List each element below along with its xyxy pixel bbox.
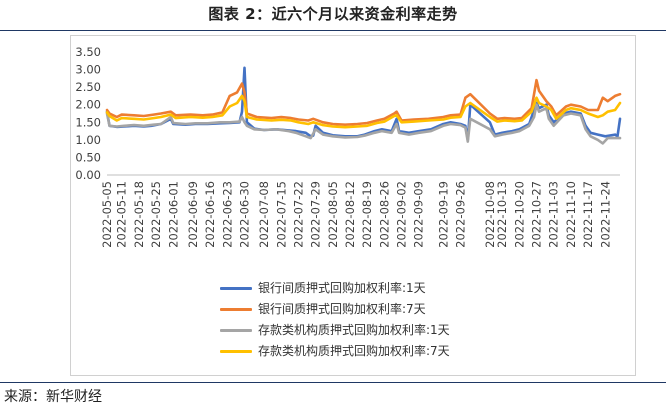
y-tick-label: 0.00: [75, 168, 101, 182]
legend-item: 银行间质押式回购加权利率:1天: [220, 278, 540, 299]
x-tick-label: 2022-10-08: [483, 181, 497, 248]
x-tick-label: 2022-05-25: [149, 181, 163, 248]
x-tick-label: 2022-07-29: [309, 181, 323, 248]
x-tick-label: 2022-08-19: [360, 181, 374, 248]
legend-item: 存款类机构质押式回购加权利率:1天: [220, 320, 540, 341]
legend-item: 银行间质押式回购加权利率:7天: [220, 299, 540, 320]
x-tick-label: 2022-08-26: [377, 181, 391, 248]
legend-label: 存款类机构质押式回购加权利率:1天: [258, 323, 450, 337]
y-tick-label: 3.00: [75, 63, 101, 77]
title-divider: [0, 30, 666, 31]
series-line-3: [105, 103, 622, 145]
y-tick-label: 1.00: [75, 133, 101, 147]
x-tick-label: 2022-11-03: [547, 181, 561, 248]
x-tick-label: 2022-09-26: [453, 181, 467, 248]
legend-label: 存款类机构质押式回购加权利率:7天: [258, 344, 450, 358]
legend-label: 银行间质押式回购加权利率:1天: [258, 281, 426, 295]
y-tick-label: 1.50: [75, 115, 101, 129]
chart-frame: [70, 35, 636, 376]
x-tick-label: 2022-07-08: [257, 181, 271, 248]
x-tick-label: 2022-08-12: [343, 181, 357, 248]
x-tick-label: 2022-11-24: [598, 181, 612, 248]
x-tick-label: 2022-10-27: [530, 181, 544, 248]
x-tick-label: 2022-06-01: [166, 181, 180, 248]
series-line-2: [105, 78, 622, 126]
y-tick-label: 2.50: [75, 80, 101, 94]
x-tick-label: 2022-09-19: [436, 181, 450, 248]
legend-swatch: [220, 308, 252, 311]
x-tick-label: 2022-05-18: [132, 181, 146, 248]
chart-legend: 银行间质押式回购加权利率:1天 银行间质押式回购加权利率:7天存款类机构质押式回购…: [220, 278, 540, 362]
x-tick-label: 2022-11-17: [581, 181, 595, 248]
x-tick-label: 2022-09-02: [395, 181, 409, 248]
footer-divider: [0, 382, 666, 383]
series-line-4: [105, 94, 622, 129]
x-tick-label: 2022-05-05: [100, 181, 114, 248]
page-title: 图表 2：近六个月以来资金利率走势: [208, 5, 458, 23]
x-tick-label: 2022-07-22: [291, 181, 305, 248]
legend-swatch: [220, 329, 252, 332]
legend-item: 存款类机构质押式回购加权利率:7天: [220, 341, 540, 362]
legend-swatch: [220, 350, 252, 353]
x-tick-label: 2022-05-11: [115, 181, 129, 248]
x-tick-label: 2022-10-13: [495, 181, 509, 248]
x-tick-label: 2022-06-23: [220, 181, 234, 248]
y-tick-label: 2.00: [75, 98, 101, 112]
x-tick-label: 2022-09-09: [412, 181, 426, 248]
x-tick-label: 2022-06-09: [186, 181, 200, 248]
legend-swatch: [220, 287, 252, 290]
y-tick-label: 0.50: [75, 150, 101, 164]
x-tick-label: 2022-11-10: [564, 181, 578, 248]
x-tick-label: 2022-06-16: [203, 181, 217, 248]
x-tick-label: 2022-08-05: [326, 181, 340, 248]
x-tick-label: 2022-06-30: [237, 181, 251, 248]
x-tick-label: 2022-07-15: [274, 181, 288, 248]
source-note: 来源：新华财经: [4, 389, 102, 405]
legend-label: 银行间质押式回购加权利率:7天: [258, 302, 426, 316]
y-tick-label: 3.50: [75, 45, 101, 59]
x-tick-label: 2022-10-20: [512, 181, 526, 248]
